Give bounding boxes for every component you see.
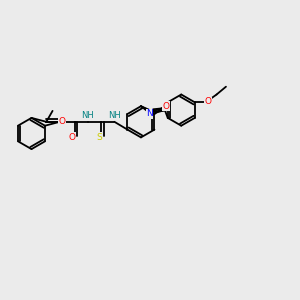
Text: N: N xyxy=(146,110,153,118)
Text: NH: NH xyxy=(82,111,94,120)
Text: O: O xyxy=(204,98,211,106)
Text: NH: NH xyxy=(108,111,121,120)
Text: O: O xyxy=(59,117,66,126)
Text: O: O xyxy=(163,102,170,111)
Text: S: S xyxy=(96,133,102,142)
Text: O: O xyxy=(69,133,76,142)
